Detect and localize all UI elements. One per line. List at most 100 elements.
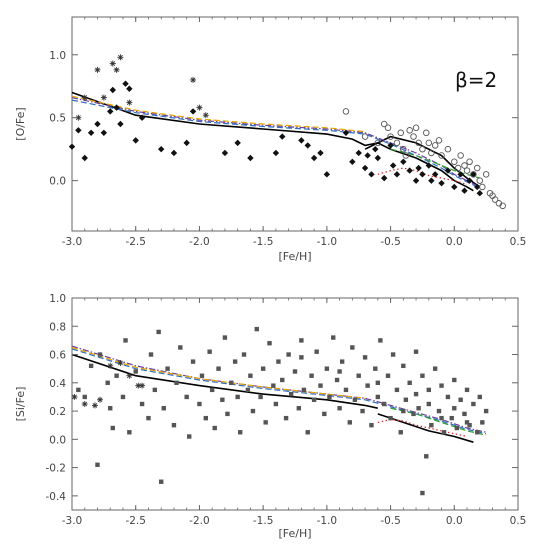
- plot-frame: [71, 297, 519, 511]
- square-point: [403, 397, 409, 402]
- circle-point: [431, 142, 439, 149]
- square-point: [248, 373, 253, 378]
- diamond-point: [476, 190, 483, 197]
- diamond-point: [323, 171, 331, 178]
- square-point: [426, 401, 431, 407]
- square-point: [82, 394, 87, 400]
- asterisk-point: [202, 112, 209, 119]
- panel-si-fe: -3.0 -2.5 -2.0 -1.5 -1.0 -0.5 0.0 0.5 -0.4 -0.2 0…: [14, 293, 526, 540]
- square-point: [88, 363, 94, 369]
- diamond-point: [349, 158, 356, 165]
- x-tick-label: -1.5: [253, 515, 274, 527]
- square-point: [439, 415, 444, 421]
- circle-point: [397, 129, 405, 137]
- square-point: [280, 377, 285, 383]
- diamond-point: [431, 171, 439, 178]
- square-point: [309, 373, 314, 378]
- diamond-point: [451, 183, 458, 191]
- square-point: [337, 369, 342, 374]
- asterisk-point: [107, 362, 114, 369]
- diamond-point: [310, 154, 318, 162]
- square-point: [283, 415, 289, 421]
- square-point: [178, 345, 183, 350]
- square-point: [197, 401, 202, 407]
- asterisk-point: [97, 396, 104, 403]
- diamond-point: [234, 139, 241, 147]
- square-point: [209, 387, 215, 393]
- square-point: [327, 394, 332, 400]
- square-point: [127, 430, 132, 435]
- circle-point: [428, 149, 435, 157]
- model-line: [71, 353, 378, 409]
- square-point: [475, 430, 480, 435]
- square-point: [120, 394, 126, 400]
- circle-point: [342, 108, 350, 115]
- square-point: [464, 420, 470, 425]
- square-point: [258, 394, 263, 400]
- square-point: [347, 420, 352, 425]
- asterisk-point: [196, 104, 203, 111]
- square-point: [187, 434, 192, 439]
- y-tick-label: 0.0: [49, 176, 66, 188]
- y-tick-label: 0.2: [49, 406, 66, 418]
- model-line: [71, 91, 474, 192]
- square-point: [394, 387, 400, 393]
- square-point: [216, 366, 221, 371]
- diamond-point: [132, 137, 139, 144]
- y-tick-label: 0.5: [49, 113, 66, 125]
- circle-point: [479, 183, 486, 191]
- diamond-point: [444, 167, 452, 174]
- beta-annotation: β=2: [455, 68, 497, 92]
- square-point: [220, 397, 225, 402]
- diamond-point: [400, 158, 407, 165]
- diamond-point: [126, 85, 133, 92]
- square-point: [413, 391, 419, 397]
- circle-point: [463, 167, 471, 174]
- square-point: [452, 377, 457, 383]
- y-tick-label: 0.4: [49, 378, 66, 390]
- circle-point: [425, 139, 433, 147]
- square-point: [286, 352, 291, 357]
- square-point: [305, 430, 310, 435]
- square-point: [413, 349, 419, 354]
- plot-marks: [68, 54, 506, 210]
- diamond-point: [221, 149, 229, 157]
- diamond-point: [122, 80, 129, 87]
- diamond-point: [361, 164, 369, 172]
- circle-point: [384, 124, 392, 132]
- square-point: [343, 387, 349, 393]
- y-tick-label: 0.8: [49, 321, 66, 333]
- square-point: [299, 338, 304, 343]
- diamond-point: [94, 120, 101, 128]
- model-line: [377, 167, 468, 185]
- plot-frame: [71, 16, 519, 232]
- x-tick-label: -1.0: [317, 236, 338, 248]
- diamond-point: [364, 152, 371, 159]
- square-point: [407, 380, 412, 385]
- diamond-point: [393, 171, 401, 178]
- circle-point: [473, 164, 481, 172]
- square-point: [375, 394, 381, 400]
- diamond-point: [272, 149, 280, 157]
- square-point: [165, 366, 170, 371]
- diamond-point: [117, 120, 124, 128]
- diamond-point: [100, 129, 108, 137]
- circle-point: [451, 158, 458, 166]
- circle-point: [410, 133, 417, 140]
- square-point: [229, 380, 234, 385]
- diamond-point: [109, 86, 116, 94]
- square-point: [322, 411, 327, 417]
- circle-point: [380, 120, 388, 128]
- square-point: [222, 335, 228, 340]
- square-point: [152, 387, 158, 393]
- diamond-point: [415, 164, 422, 172]
- asterisk-point: [126, 372, 133, 379]
- square-point: [462, 411, 467, 417]
- square-point: [241, 352, 247, 357]
- square-point: [449, 415, 454, 421]
- square-point: [276, 359, 281, 364]
- diamond-point: [470, 171, 477, 178]
- circle-point: [412, 124, 420, 132]
- circle-point: [435, 137, 443, 144]
- square-point: [133, 369, 138, 374]
